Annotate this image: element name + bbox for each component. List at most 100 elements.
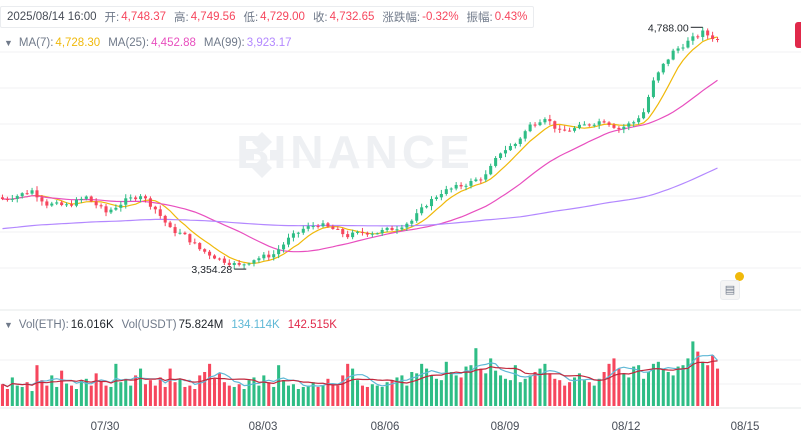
volume-bar xyxy=(577,373,581,406)
close-label: 收: xyxy=(312,12,328,24)
volume-bar xyxy=(563,385,567,406)
open-value: 4,748.37 xyxy=(121,11,166,23)
x-axis: 07/30 08/03 08/06 08/09 08/12 08/15 xyxy=(91,421,760,433)
volume-bar xyxy=(405,385,409,406)
candle-body xyxy=(553,121,557,129)
volume-bar xyxy=(597,378,601,406)
candle-body xyxy=(296,232,300,234)
candle-body xyxy=(380,229,384,234)
candle-body xyxy=(119,204,123,208)
volume-bar xyxy=(375,385,379,406)
candle-body xyxy=(400,227,404,230)
volume-bar xyxy=(79,380,83,406)
volume-bar xyxy=(429,375,434,406)
volume-bar xyxy=(410,372,414,406)
candle-body xyxy=(217,258,221,260)
volume-bar xyxy=(50,375,54,406)
volume-bar xyxy=(84,378,88,406)
candle-body xyxy=(646,96,651,113)
volume-bar xyxy=(518,382,522,406)
volume-bar xyxy=(612,358,616,406)
volume-bar xyxy=(439,380,443,406)
volume-bar xyxy=(716,368,720,406)
high-label: 高: xyxy=(174,12,189,24)
volume-bar xyxy=(40,380,44,406)
candle-body xyxy=(454,184,458,189)
volume-bar xyxy=(282,380,286,406)
volume-bar xyxy=(74,389,78,406)
candle-body xyxy=(208,251,212,256)
x-tick-label: 08/15 xyxy=(731,421,760,433)
candle-body xyxy=(50,203,54,206)
candle-body xyxy=(434,197,438,199)
volume-bar xyxy=(267,382,271,406)
candle-body xyxy=(484,174,488,180)
volume-bar xyxy=(489,358,493,406)
candle-body xyxy=(79,198,83,200)
candle-body xyxy=(706,30,710,36)
candle-body xyxy=(20,193,24,197)
volume-bar xyxy=(656,361,660,406)
candle-body xyxy=(499,153,503,159)
volume-bar xyxy=(316,386,320,406)
volume-bar xyxy=(208,363,212,406)
candle-body xyxy=(415,213,419,221)
volume-bar xyxy=(380,386,384,406)
volume-bar xyxy=(533,372,537,406)
candle-body xyxy=(444,189,448,195)
notes-icon[interactable]: ▤ xyxy=(720,280,740,300)
volume-bar xyxy=(592,385,596,406)
candle-body xyxy=(74,199,78,206)
candle-body xyxy=(405,223,409,228)
open-label: 开: xyxy=(104,12,120,24)
volume-bar xyxy=(296,389,300,406)
candle-body xyxy=(494,158,498,166)
volume-bar xyxy=(449,372,453,406)
volume-bar xyxy=(109,386,113,406)
candle-body xyxy=(89,196,93,202)
candle-body xyxy=(666,59,670,64)
candle-body xyxy=(212,255,217,259)
collapse-chevron-icon[interactable]: ▼ xyxy=(4,38,13,48)
candle-body xyxy=(143,196,148,199)
ma99-line xyxy=(2,167,718,230)
volume-bar xyxy=(651,363,655,406)
candle-body xyxy=(558,128,562,130)
candle-body xyxy=(503,150,508,154)
volume-bar xyxy=(94,373,98,406)
volume-bar xyxy=(341,375,345,406)
volume-bar xyxy=(242,389,246,406)
volume-collapse-chevron-icon[interactable]: ▼ xyxy=(4,320,13,330)
candle-body xyxy=(656,72,660,81)
volume-bar xyxy=(35,365,39,406)
volume-bar xyxy=(444,361,448,406)
volume-bar xyxy=(247,380,251,406)
volume-bar xyxy=(69,385,74,406)
change-label: 涨跌幅: xyxy=(382,12,421,24)
candle-body xyxy=(262,254,266,259)
candle-body xyxy=(686,40,690,48)
close-value: 4,732.65 xyxy=(329,11,375,23)
volume-bar xyxy=(104,385,108,406)
volume-bar xyxy=(351,368,355,406)
side-panel-tab[interactable] xyxy=(795,22,801,48)
volume-bar xyxy=(326,378,330,406)
volume-bar xyxy=(163,386,167,406)
x-tick-label: 08/09 xyxy=(491,421,520,433)
volume-bar xyxy=(627,377,631,406)
candle-body xyxy=(227,262,231,266)
candle-body xyxy=(543,119,547,123)
volume-bar xyxy=(193,389,197,406)
volume-bar xyxy=(706,365,710,406)
ma7-label: MA(7): xyxy=(18,37,54,49)
ma99-label: MA(99): xyxy=(203,37,245,49)
volume-bar xyxy=(666,372,670,406)
volume-bar xyxy=(168,368,172,406)
volume-bar xyxy=(548,373,552,406)
volume-legend: ▼ Vol(ETH): 16.016K Vol(USDT) 75.824M 13… xyxy=(4,316,345,334)
candle-body xyxy=(676,48,680,51)
volume-bar xyxy=(691,341,695,406)
candle-body xyxy=(114,207,118,210)
